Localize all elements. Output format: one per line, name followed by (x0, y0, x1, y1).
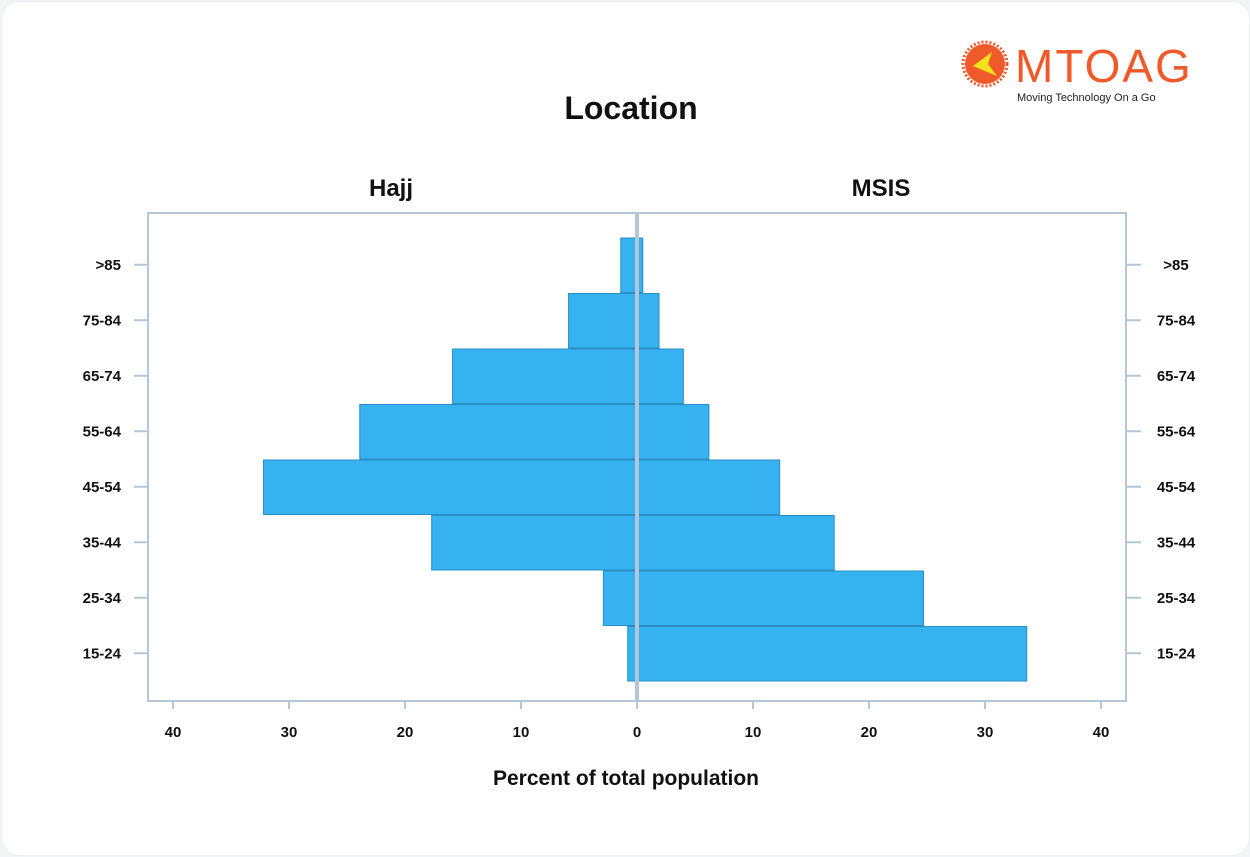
bar-left-75-84 (568, 293, 638, 349)
x-tick-label: 20 (397, 724, 414, 741)
bar-right-75-84 (636, 293, 660, 349)
y-tick-label-left: 45-54 (83, 479, 122, 496)
series-label-right: MSIS (852, 175, 911, 202)
x-tick-label: 10 (745, 724, 762, 741)
bar-left-55-64 (359, 404, 638, 460)
y-tick-label-left: 15-24 (83, 645, 122, 662)
y-tick-label-left: 75-84 (83, 312, 122, 329)
y-tick-label-right: >85 (1163, 257, 1188, 274)
bar-right-45-54 (636, 459, 781, 515)
x-tick-label: 20 (861, 724, 878, 741)
bar-left->85 (620, 237, 638, 293)
y-tick-label-left: 35-44 (83, 534, 122, 551)
bar-left-35-44 (431, 515, 638, 571)
x-tick-label: 40 (165, 724, 182, 741)
y-tick-label-right: 75-84 (1157, 312, 1196, 329)
x-tick-label: 10 (513, 724, 530, 741)
x-tick-label: 0 (633, 724, 641, 741)
logo-tagline: Moving Technology On a Go (1017, 92, 1156, 104)
bar-right-55-64 (636, 404, 710, 460)
bar-left-45-54 (262, 459, 638, 515)
x-tick-label: 40 (1093, 724, 1110, 741)
bar-right-35-44 (636, 515, 835, 571)
y-tick-label-right: 35-44 (1157, 534, 1196, 551)
y-tick-label-left: 25-34 (83, 590, 122, 607)
x-tick-label: 30 (977, 724, 994, 741)
y-tick-label-right: 45-54 (1157, 479, 1196, 496)
x-axis-label: Percent of total population (493, 767, 759, 790)
svg-text:MTOAG: MTOAG (1015, 40, 1193, 92)
bar-right-65-74 (636, 348, 684, 404)
x-tick-label: 30 (281, 724, 298, 741)
bar-right-25-34 (636, 570, 925, 626)
y-tick-label-right: 15-24 (1157, 645, 1196, 662)
bar-left-65-74 (452, 348, 638, 404)
y-tick-label-right: 55-64 (1157, 423, 1196, 440)
series-label-left: Hajj (369, 175, 413, 202)
mtoag-logo: MTOAG Moving Technology On a Go (961, 40, 1193, 104)
y-tick-label-right: 25-34 (1157, 590, 1196, 607)
y-tick-label-left: 65-74 (83, 368, 122, 385)
bar-right-15-24 (636, 626, 1028, 682)
chart-title: Location (564, 90, 697, 126)
y-tick-label-left: >85 (96, 257, 121, 274)
y-tick-label-right: 65-74 (1157, 368, 1196, 385)
y-tick-label-left: 55-64 (83, 423, 122, 440)
bar-left-25-34 (602, 570, 638, 626)
